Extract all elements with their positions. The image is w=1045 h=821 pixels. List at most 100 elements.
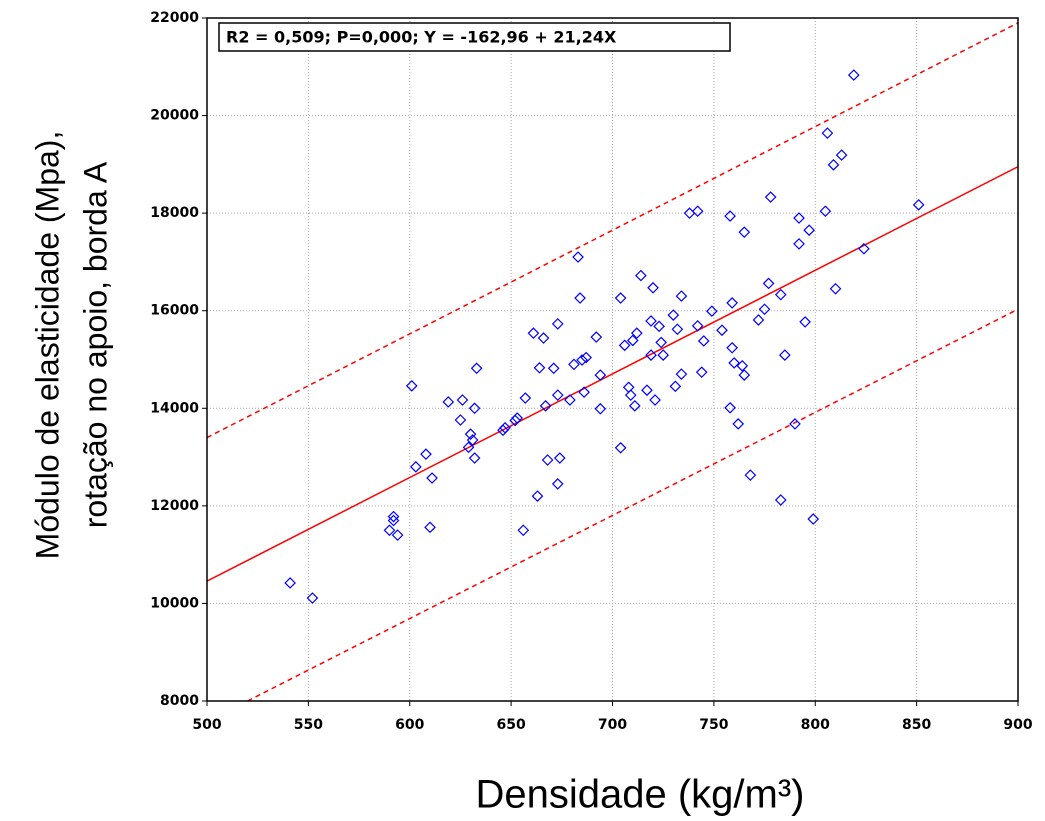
y-tick-label: 22000 [150, 10, 199, 26]
data-point [695, 366, 708, 379]
data-point [614, 441, 627, 454]
data-point [537, 332, 550, 344]
data-point [564, 394, 576, 406]
data-point [442, 396, 455, 408]
data-point [624, 389, 637, 401]
data-point [594, 402, 607, 415]
data-point [574, 292, 586, 304]
data-point [726, 297, 738, 309]
y-tick-label: 18000 [150, 205, 199, 221]
data-point [667, 309, 680, 321]
data-point [468, 452, 481, 464]
data-point [716, 324, 728, 337]
data-point [630, 327, 643, 340]
data-point [912, 199, 925, 211]
x-tick-label: 550 [294, 717, 323, 733]
data-point [645, 315, 657, 327]
data-point [541, 454, 554, 466]
data-point [551, 389, 564, 401]
data-point [580, 351, 592, 364]
y-tick-label: 14000 [150, 400, 199, 416]
data-point [647, 281, 659, 294]
data-point [420, 448, 432, 460]
data-point [464, 428, 477, 440]
data-point [462, 441, 475, 454]
data-point [551, 478, 564, 490]
data-point [691, 205, 704, 218]
data-point [547, 362, 560, 375]
data-point [655, 336, 668, 349]
x-tick-label: 750 [699, 717, 728, 733]
data-point [306, 592, 319, 604]
data-point [752, 314, 765, 326]
prediction-band [247, 308, 1018, 701]
data-point [641, 384, 653, 397]
data-point [724, 401, 736, 414]
data-point [649, 394, 661, 406]
data-point [738, 226, 751, 239]
data-point [517, 524, 530, 537]
x-tick-label: 900 [1003, 717, 1032, 733]
y-axis-label: Módulo de elasticidade (Mpa), [29, 131, 65, 560]
annotation-box [218, 22, 731, 52]
data-point [728, 357, 740, 369]
data-point [671, 323, 684, 336]
data-point [551, 318, 564, 330]
data-point [807, 513, 820, 525]
y-tick-label: 12000 [150, 498, 199, 514]
data-point [829, 282, 842, 295]
data-point [736, 359, 749, 372]
data-point [511, 412, 524, 424]
x-tick-label: 600 [395, 717, 424, 733]
data-point [675, 368, 688, 380]
data-point [409, 460, 422, 473]
data-point [726, 341, 738, 354]
y-axis-label: rotação no apoio, borda A [77, 161, 113, 528]
regression-line [207, 165, 1018, 582]
x-tick-label: 800 [801, 717, 830, 733]
x-axis-label: Densidade (kg/m³) [475, 773, 804, 817]
data-point [803, 224, 816, 237]
y-tick-label: 10000 [150, 595, 199, 611]
y-tick-label: 16000 [150, 303, 199, 319]
y-tick-label: 8000 [160, 693, 199, 709]
data-point [793, 212, 805, 224]
data-point [732, 418, 745, 430]
data-point [635, 269, 647, 282]
data-point [835, 149, 848, 161]
data-point [572, 251, 584, 263]
data-point [793, 238, 805, 250]
data-point [426, 472, 438, 484]
data-point [578, 386, 590, 399]
data-point [391, 529, 404, 541]
annotation: R2 = 0,509; P=0,000; Y = -162,96 + 21,24… [226, 28, 617, 47]
data-point [626, 334, 639, 347]
data-point [774, 494, 787, 506]
x-tick-label: 700 [598, 717, 627, 733]
y-tick-label: 20000 [150, 108, 199, 124]
data-point [858, 242, 870, 255]
data-point [645, 349, 657, 361]
data-point [744, 469, 757, 481]
data-point [527, 327, 540, 340]
data-point [774, 288, 787, 301]
data-point [468, 402, 481, 415]
plot-frame [206, 17, 1019, 702]
data-point [387, 514, 400, 527]
data-point [762, 277, 775, 290]
data-point [466, 434, 479, 446]
data-point [405, 379, 418, 392]
data-point [424, 521, 436, 534]
data-point [497, 424, 509, 437]
data-point [454, 414, 467, 426]
data-point [519, 392, 532, 404]
data-point [553, 452, 566, 464]
data-point [533, 361, 546, 374]
data-point [799, 316, 811, 328]
data-point [594, 369, 607, 381]
data-point [456, 394, 469, 406]
data-point [847, 69, 860, 81]
data-point [827, 158, 840, 171]
prediction-band [207, 22, 1018, 439]
